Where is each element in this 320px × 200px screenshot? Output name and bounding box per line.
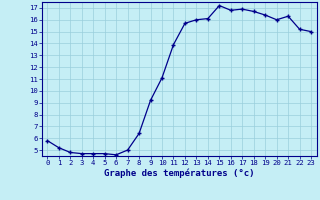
X-axis label: Graphe des températures (°c): Graphe des températures (°c): [104, 169, 254, 178]
